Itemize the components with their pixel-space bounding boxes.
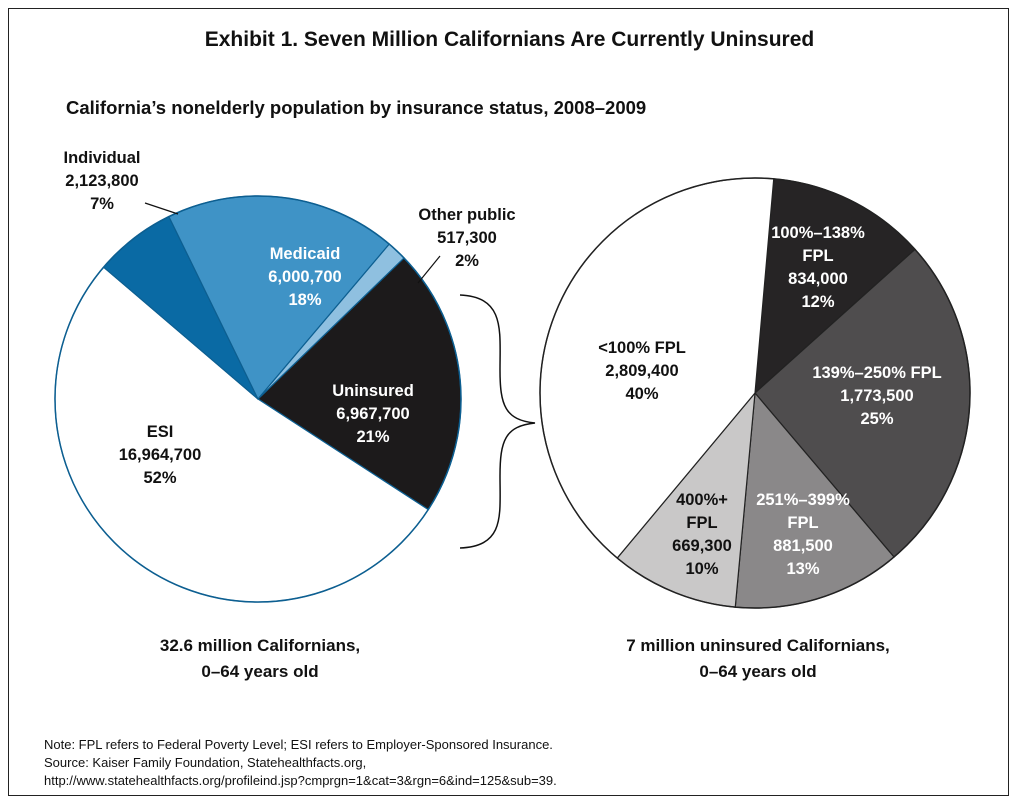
label-other-public: Other public 517,300 2%: [418, 206, 515, 270]
slice-labels: Uninsured 6,967,700 21% ESI 16,964,700 52% Ind…: [63, 149, 941, 578]
label-100pct-138pct-fpl: 100%–138% FPL 834,000 12%: [771, 224, 865, 311]
right-caption-line-2: 0–64 years old: [699, 662, 817, 681]
label-lt100pct-fpl: <100% FPL 2,809,400 40%: [598, 339, 686, 403]
leader-line-individual: [144, 202, 179, 215]
pie-outline: [54, 195, 462, 603]
pie-outline: [539, 177, 971, 609]
exhibit-title: Exhibit 1. Seven Million Californians Ar…: [204, 28, 815, 51]
left-pie-caption: 32.6 million Californians, 0–64 years ol…: [120, 633, 400, 685]
right-caption-line-1: 7 million uninsured Californians,: [626, 636, 890, 655]
note-source: Source: Kaiser Family Foundation, Stateh…: [44, 755, 367, 770]
label-uninsured: Uninsured 6,967,700 21%: [332, 382, 414, 446]
label-139pct-250pct-fpl: 139%–250% FPL 1,773,500 25%: [812, 364, 941, 428]
footnotes: Note: FPL refers to Federal Poverty Leve…: [44, 736, 557, 790]
label-esi: ESI 16,964,700 52%: [119, 423, 202, 487]
chart-subtitle: California’s nonelderly population by in…: [66, 97, 647, 118]
right-pie-caption: 7 million uninsured Californians, 0–64 y…: [588, 633, 928, 685]
label-individual: Individual 2,123,800 7%: [63, 149, 140, 213]
left-caption-line-1: 32.6 million Californians,: [159, 636, 361, 655]
pie-chart-uninsured-breakdown: [539, 177, 971, 609]
label-400pctplus-fpl: 400%+ FPL 669,300 10%: [672, 491, 732, 578]
leader-line-other-public: [417, 255, 441, 284]
label-medicaid: Medicaid 6,000,700 18%: [268, 245, 341, 309]
note-fpl-esi: Note: FPL refers to Federal Poverty Leve…: [44, 737, 553, 752]
exhibit-frame: [8, 8, 1009, 796]
left-caption-line-2: 0–64 years old: [201, 662, 319, 681]
uninsured-bracket: [459, 294, 536, 549]
label-251pct-399pct-fpl: 251%–399% FPL 881,500 13%: [756, 491, 850, 578]
note-source-url: http://www.statehealthfacts.org/profilei…: [44, 773, 557, 788]
pie-chart-all-californians: [54, 195, 462, 603]
